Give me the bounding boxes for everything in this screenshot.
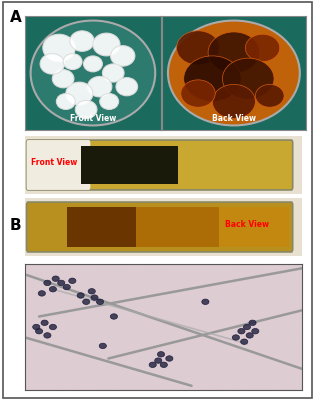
- Circle shape: [44, 280, 51, 286]
- Ellipse shape: [31, 20, 155, 126]
- FancyBboxPatch shape: [67, 207, 219, 247]
- Circle shape: [70, 31, 94, 51]
- Circle shape: [41, 320, 48, 326]
- Circle shape: [43, 34, 75, 62]
- Circle shape: [176, 31, 220, 65]
- Circle shape: [184, 56, 241, 102]
- FancyBboxPatch shape: [136, 207, 289, 247]
- Text: A: A: [9, 10, 21, 25]
- Circle shape: [75, 100, 97, 119]
- Circle shape: [99, 343, 106, 349]
- Circle shape: [245, 34, 280, 62]
- Circle shape: [158, 352, 165, 357]
- Text: Back View: Back View: [225, 220, 269, 228]
- Circle shape: [77, 293, 84, 298]
- Circle shape: [252, 328, 259, 334]
- Circle shape: [52, 70, 74, 88]
- Circle shape: [100, 94, 119, 110]
- Circle shape: [96, 299, 104, 304]
- Circle shape: [232, 335, 239, 340]
- Circle shape: [33, 324, 40, 330]
- Circle shape: [166, 356, 173, 361]
- Circle shape: [83, 56, 102, 72]
- Circle shape: [36, 328, 43, 334]
- Circle shape: [56, 94, 75, 110]
- Circle shape: [63, 284, 70, 290]
- Circle shape: [44, 333, 51, 338]
- Circle shape: [111, 46, 135, 66]
- Circle shape: [83, 299, 90, 304]
- Circle shape: [40, 54, 65, 74]
- Circle shape: [160, 362, 167, 368]
- Circle shape: [102, 64, 124, 82]
- Circle shape: [246, 333, 253, 338]
- Circle shape: [208, 32, 260, 73]
- Circle shape: [49, 286, 56, 292]
- Text: Front View: Front View: [70, 114, 116, 123]
- Circle shape: [88, 288, 95, 294]
- Circle shape: [212, 84, 255, 119]
- Circle shape: [93, 33, 120, 56]
- FancyBboxPatch shape: [26, 140, 293, 190]
- Circle shape: [249, 320, 256, 326]
- Circle shape: [202, 299, 209, 304]
- FancyBboxPatch shape: [81, 146, 178, 184]
- Circle shape: [63, 54, 82, 70]
- FancyBboxPatch shape: [26, 202, 293, 252]
- Text: B: B: [9, 218, 21, 233]
- Circle shape: [49, 324, 56, 330]
- Circle shape: [181, 80, 215, 107]
- Circle shape: [241, 339, 248, 344]
- Text: Back View: Back View: [212, 114, 256, 123]
- FancyBboxPatch shape: [26, 140, 90, 190]
- Circle shape: [91, 295, 98, 300]
- Ellipse shape: [168, 20, 300, 126]
- Circle shape: [222, 58, 274, 99]
- Circle shape: [149, 362, 156, 368]
- Circle shape: [243, 324, 250, 330]
- Circle shape: [58, 280, 65, 286]
- Circle shape: [69, 278, 76, 284]
- Circle shape: [52, 276, 59, 282]
- Circle shape: [155, 358, 162, 363]
- Text: Front View: Front View: [31, 158, 77, 166]
- Circle shape: [66, 82, 93, 105]
- Circle shape: [255, 84, 284, 107]
- Circle shape: [88, 76, 112, 97]
- Circle shape: [238, 328, 245, 334]
- Circle shape: [38, 291, 45, 296]
- Circle shape: [116, 78, 138, 96]
- Circle shape: [110, 314, 117, 319]
